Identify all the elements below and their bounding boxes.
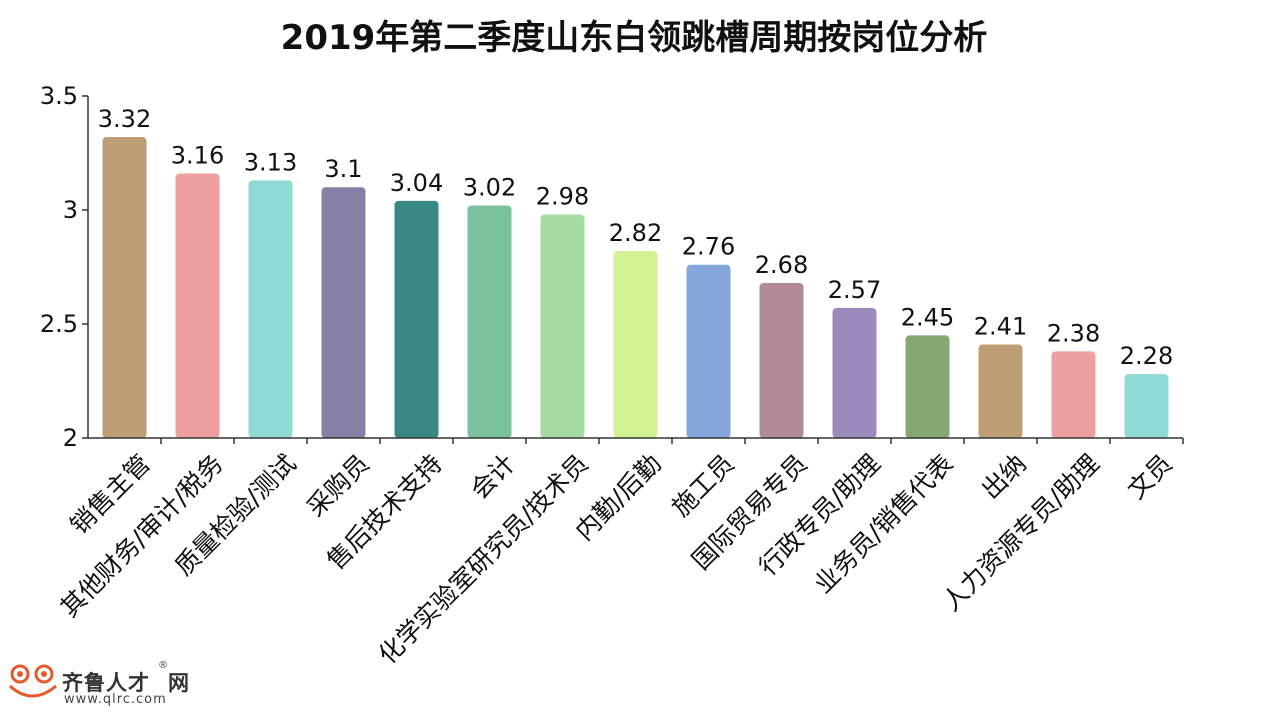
data-label: 2.68 bbox=[755, 251, 808, 279]
bar bbox=[978, 344, 1023, 438]
bar bbox=[540, 214, 585, 438]
data-labels-group: 3.32 3.16 3.13 3.1 3.04 3.02 2.98 2.82 2.76 2.68 2… bbox=[98, 105, 1173, 370]
bar bbox=[1124, 374, 1169, 438]
bar bbox=[1051, 351, 1096, 438]
category-label: 会计 bbox=[465, 449, 521, 505]
data-label: 3.1 bbox=[324, 155, 362, 183]
data-label: 2.82 bbox=[609, 219, 662, 247]
data-label: 2.76 bbox=[682, 233, 735, 261]
bar bbox=[102, 137, 147, 439]
data-label: 2.41 bbox=[974, 313, 1027, 341]
bar bbox=[759, 282, 804, 438]
data-label: 2.98 bbox=[536, 183, 589, 211]
data-label: 2.57 bbox=[828, 276, 881, 304]
watermark-registered: ® bbox=[158, 660, 168, 671]
y-tick-label: 3 bbox=[63, 196, 78, 224]
watermark-brand: 齐鲁人才网 bbox=[62, 667, 190, 697]
watermark-brand-suffix: 网 bbox=[168, 671, 190, 695]
data-label: 3.13 bbox=[244, 148, 297, 176]
bar bbox=[394, 200, 439, 438]
frog-logo-icon bbox=[8, 664, 57, 698]
bar bbox=[175, 173, 220, 438]
bar bbox=[248, 180, 293, 439]
bar bbox=[321, 187, 366, 438]
y-tick-label: 2 bbox=[63, 424, 78, 452]
watermark-brand-name: 齐鲁人才 bbox=[62, 671, 150, 695]
bar bbox=[686, 264, 731, 438]
category-label: 出纳 bbox=[976, 449, 1032, 505]
category-label: 文员 bbox=[1122, 449, 1178, 505]
data-label: 2.28 bbox=[1120, 342, 1173, 370]
data-label: 3.04 bbox=[390, 169, 443, 197]
bar bbox=[467, 205, 512, 438]
data-label: 3.32 bbox=[98, 105, 151, 133]
bars-group bbox=[102, 137, 1169, 439]
bar bbox=[832, 308, 877, 438]
watermark-url: www.qlrc.com bbox=[64, 692, 167, 707]
y-axis: 2 2.5 3 3.5 bbox=[40, 82, 89, 452]
chart-title: 2019年第二季度山东白领跳槽周期按岗位分析 bbox=[280, 18, 988, 58]
y-tick-label: 2.5 bbox=[40, 310, 78, 338]
data-label: 2.45 bbox=[901, 303, 954, 331]
y-tick-label: 3.5 bbox=[40, 82, 78, 110]
data-label: 3.02 bbox=[463, 173, 516, 201]
data-label: 2.38 bbox=[1047, 319, 1100, 347]
data-label: 3.16 bbox=[171, 142, 224, 170]
bar bbox=[613, 251, 658, 438]
bar bbox=[905, 335, 950, 438]
